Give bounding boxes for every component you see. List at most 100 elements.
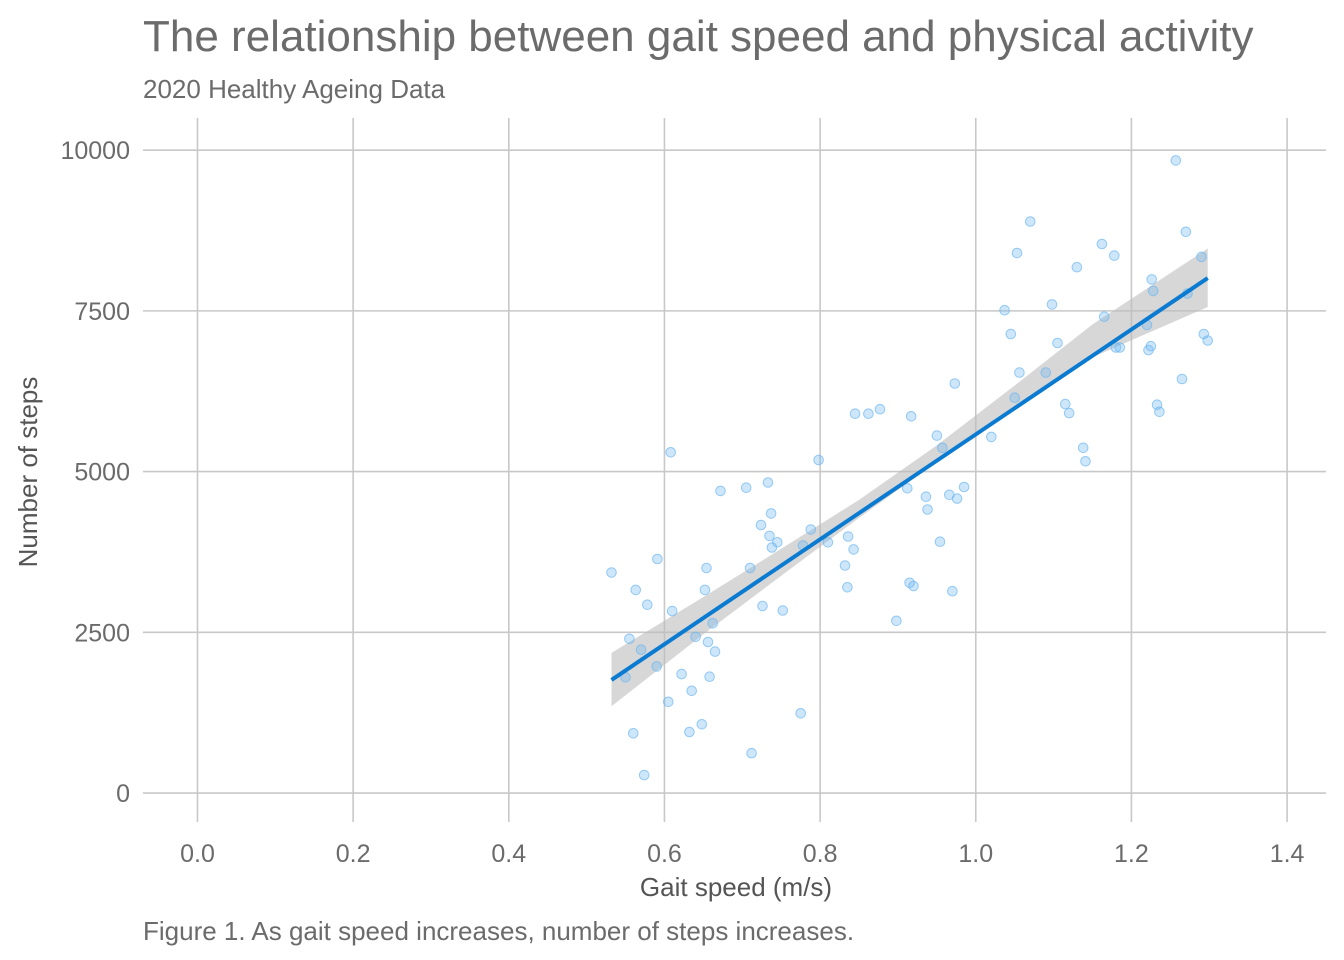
data-point [624, 633, 635, 645]
data-point [1196, 251, 1207, 263]
data-point [937, 442, 948, 454]
data-point [690, 631, 701, 643]
x-tick-label: 0.0 [180, 840, 215, 868]
data-point [1098, 311, 1110, 323]
data-point [772, 537, 783, 548]
data-point [902, 483, 913, 494]
data-point [651, 661, 663, 672]
data-point [1147, 285, 1159, 297]
data-point [707, 618, 719, 629]
x-axis-tick-labels: 0.0 0.2 0.4 0.6 0.8 1.0 1.2 1.4 [180, 840, 1304, 868]
data-point [1176, 373, 1188, 385]
data-point [1145, 340, 1157, 352]
data-point [1170, 155, 1182, 166]
y-tick-label: 7500 [74, 298, 130, 326]
x-tick-label: 1.4 [1270, 840, 1305, 868]
data-point [606, 567, 617, 578]
data-point [1025, 216, 1036, 227]
data-point [1014, 367, 1025, 378]
data-point [684, 726, 695, 738]
data-point [676, 668, 687, 680]
data-point [701, 562, 712, 574]
trend-line-layer [610, 276, 1209, 682]
data-point [842, 582, 853, 593]
data-point [709, 646, 721, 657]
data-point [1096, 238, 1108, 250]
chart-title: The relationship between gait speed and … [143, 12, 1253, 61]
data-point [891, 615, 902, 627]
data-point [1077, 442, 1089, 454]
data-point [1180, 226, 1192, 238]
trend-line [610, 276, 1209, 682]
x-tick-label: 1.0 [958, 840, 993, 868]
data-point [1154, 406, 1165, 418]
x-tick-label: 0.2 [336, 840, 371, 868]
data-point [958, 481, 970, 493]
data-point [1114, 342, 1126, 353]
data-point [1146, 274, 1157, 285]
data-point [1109, 250, 1120, 261]
data-point [652, 553, 663, 565]
data-point [951, 493, 963, 504]
data-point [765, 508, 777, 519]
x-tick-label: 0.4 [491, 840, 526, 868]
data-point [746, 747, 757, 759]
data-point [1011, 247, 1023, 259]
y-axis-tick-labels: 0 2500 5000 7500 10000 [60, 137, 130, 808]
data-point [1052, 337, 1063, 349]
y-tick-label: 5000 [74, 459, 130, 487]
data-point [1009, 392, 1021, 404]
data-point [920, 491, 932, 503]
data-point [764, 530, 775, 542]
y-tick-label: 10000 [60, 137, 130, 165]
y-axis-label: Number of steps [13, 377, 43, 568]
data-point [922, 504, 933, 515]
data-point [696, 719, 708, 730]
data-point [628, 728, 639, 739]
x-tick-label: 0.8 [803, 840, 838, 868]
data-point [642, 599, 653, 611]
data-point [874, 403, 886, 415]
data-point [635, 644, 647, 656]
data-points [606, 155, 1213, 781]
data-point [666, 605, 678, 617]
data-point [1063, 407, 1075, 419]
data-point [757, 600, 768, 612]
data-point [1005, 328, 1017, 340]
data-point [848, 544, 859, 555]
data-point [999, 304, 1010, 316]
data-point [715, 485, 726, 497]
data-point [704, 671, 715, 683]
data-point [1202, 335, 1213, 346]
data-point [1060, 398, 1071, 410]
data-point [665, 447, 677, 458]
y-gridlines [143, 149, 1326, 794]
data-point [813, 454, 824, 466]
y-tick-label: 0 [116, 780, 130, 808]
data-point [663, 696, 674, 708]
x-tick-label: 0.6 [647, 840, 682, 868]
data-point [1080, 456, 1091, 467]
x-axis-label: Gait speed (m/s) [640, 872, 832, 902]
chart-subtitle: 2020 Healthy Ageing Data [143, 74, 446, 104]
data-point [842, 531, 854, 542]
data-point [1040, 367, 1052, 378]
data-point [805, 524, 817, 535]
x-gridlines [196, 118, 1288, 822]
y-tick-label: 2500 [74, 619, 130, 647]
data-point [986, 431, 997, 443]
data-point [934, 536, 946, 548]
data-point [755, 519, 767, 531]
data-point [905, 411, 917, 422]
data-point [947, 585, 958, 597]
data-point [908, 580, 919, 592]
data-point [630, 584, 642, 596]
data-point [1046, 299, 1058, 310]
data-point [744, 562, 756, 574]
data-point [702, 636, 714, 648]
data-point [686, 685, 698, 697]
data-point [777, 605, 789, 616]
data-point [949, 378, 961, 389]
data-point [762, 477, 774, 488]
